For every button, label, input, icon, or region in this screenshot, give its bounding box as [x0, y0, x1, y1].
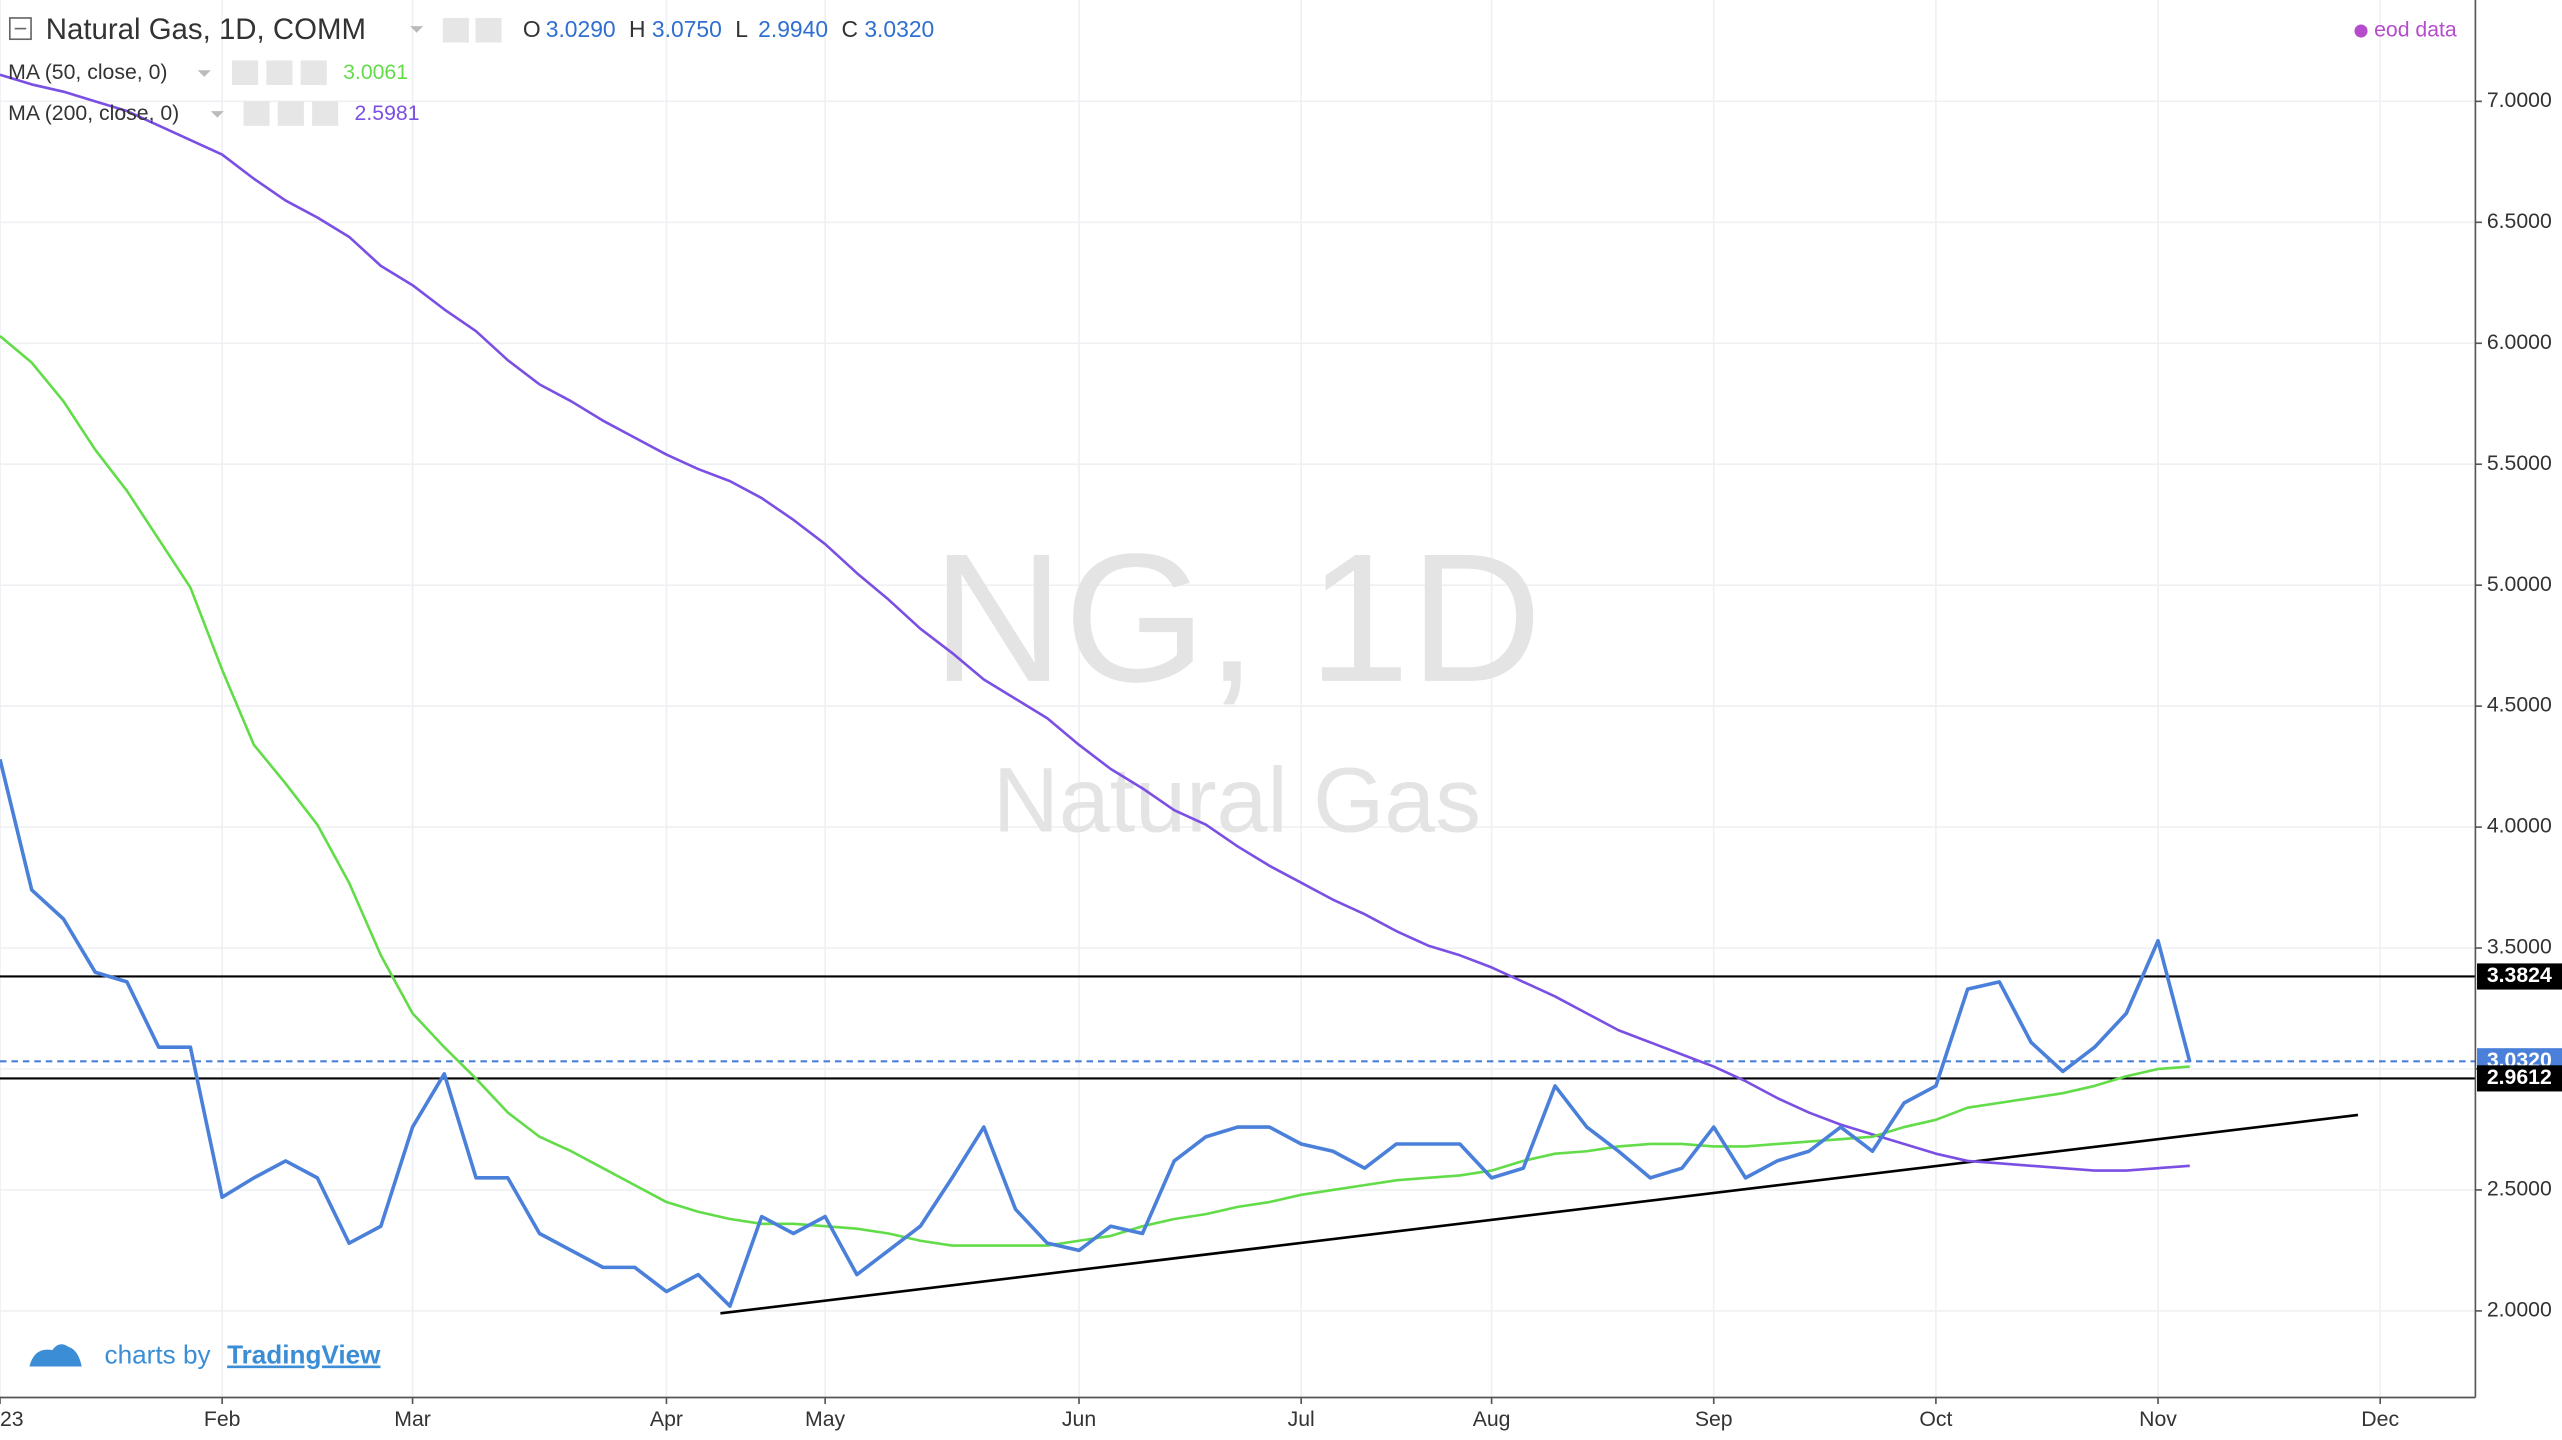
price-level-label: 3.3824 — [2487, 963, 2552, 987]
trend-line — [720, 1113, 2359, 1315]
plot — [0, 73, 2476, 1315]
y-tick-label: 6.0000 — [2487, 330, 2552, 354]
dropdown-icon[interactable] — [197, 70, 211, 77]
x-tick-label: Jul — [1288, 1407, 1315, 1431]
ohlc-value: 3.0290 — [546, 16, 616, 42]
dropdown-icon[interactable] — [410, 26, 424, 33]
ma200-value: 2.5981 — [355, 101, 420, 125]
ohlc-key: O — [523, 16, 541, 42]
ohlc-value: 3.0750 — [652, 16, 722, 42]
axes: 2.00002.50003.00003.50004.00004.50005.00… — [0, 88, 2562, 1431]
x-tick-label: Oct — [1919, 1407, 1952, 1431]
x-tick-label: Mar — [394, 1407, 431, 1431]
x-tick-label: Apr — [650, 1407, 683, 1431]
ma200-label: MA (200, close, 0) — [8, 101, 179, 125]
x-tick-label: 2023 — [0, 1407, 24, 1431]
x-tick-label: Feb — [204, 1407, 241, 1431]
collapse-icon[interactable] — [8, 17, 32, 41]
price-level-badge — [2477, 963, 2562, 990]
grid — [0, 0, 2476, 1398]
x-tick-label: Dec — [2361, 1407, 2399, 1431]
price-level-label: 2.9612 — [2487, 1065, 2552, 1089]
y-tick-label: 3.5000 — [2487, 935, 2552, 959]
x-tick-label: Jun — [1062, 1407, 1096, 1431]
x-tick-label: May — [805, 1407, 845, 1431]
watermark-name: Natural Gas — [993, 750, 1481, 852]
y-tick-label: 4.5000 — [2487, 693, 2552, 717]
remove-icon[interactable] — [312, 101, 339, 126]
x-tick-label: Nov — [2139, 1407, 2177, 1431]
settings-icon[interactable] — [277, 101, 304, 126]
dropdown-icon[interactable] — [210, 111, 224, 118]
source-dot — [2354, 24, 2368, 38]
y-tick-label: 2.5000 — [2487, 1177, 2552, 1201]
visibility-icon[interactable] — [442, 17, 469, 43]
price-level-badge — [2477, 1065, 2562, 1092]
ohlc-key: L — [735, 16, 748, 42]
series-line — [0, 73, 2190, 1172]
x-tick-label: Sep — [1695, 1407, 1733, 1431]
branding-prefix: charts by — [105, 1340, 212, 1370]
y-tick-label: 2.0000 — [2487, 1298, 2552, 1322]
ohlc-key: C — [841, 16, 858, 42]
ohlc-key: H — [629, 16, 646, 42]
series-line — [0, 758, 2192, 1308]
y-tick-label: 5.0000 — [2487, 572, 2552, 596]
y-tick-label: 6.5000 — [2487, 209, 2552, 233]
ma50-label: MA (50, close, 0) — [8, 60, 167, 84]
y-tick-label: 5.5000 — [2487, 451, 2552, 475]
watermark-symbol: NG, 1D — [932, 515, 1542, 720]
settings-icon[interactable] — [266, 60, 293, 85]
branding-link[interactable]: TradingView — [227, 1340, 381, 1370]
symbol-title: Natural Gas, 1D, COMM — [46, 13, 366, 46]
y-tick-label: 7.0000 — [2487, 88, 2552, 112]
remove-icon[interactable] — [300, 60, 327, 85]
visibility-icon[interactable] — [232, 60, 259, 85]
settings-icon[interactable] — [475, 17, 502, 43]
ohlc-value: 3.0320 — [864, 16, 934, 42]
y-tick-label: 4.0000 — [2487, 814, 2552, 838]
ohlc-value: 2.9940 — [758, 16, 828, 42]
ohlc: O 3.0290 H 3.0750 L 2.9940 C 3.0320 — [523, 16, 934, 42]
x-tick-label: Aug — [1473, 1407, 1511, 1431]
ma50-value: 3.0061 — [343, 60, 408, 84]
tradingview-logo — [29, 1344, 82, 1367]
visibility-icon[interactable] — [243, 101, 270, 126]
source-label: eod data — [2374, 18, 2457, 42]
